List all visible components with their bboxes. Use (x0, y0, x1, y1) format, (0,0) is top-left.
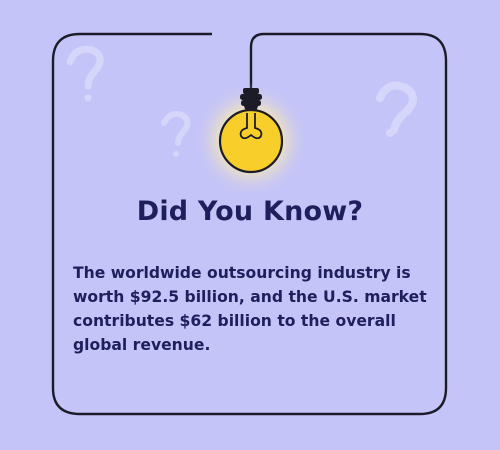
question-mark-icon (161, 111, 191, 157)
card-frame (51, 32, 448, 416)
light-bulb-icon (193, 82, 309, 198)
card-body-text: The worldwide outsourcing industry is wo… (73, 264, 427, 354)
question-mark-icon (376, 81, 417, 137)
question-mark-icon (66, 45, 104, 102)
card-title: Did You Know? (136, 196, 364, 227)
